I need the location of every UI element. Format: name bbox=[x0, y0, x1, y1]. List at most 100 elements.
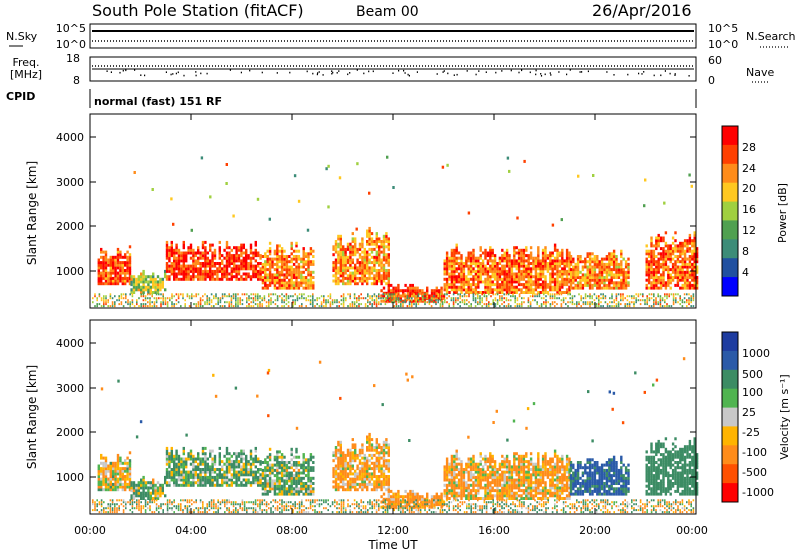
velocity-echo-cell bbox=[189, 457, 193, 461]
power-echo-cell bbox=[349, 245, 352, 249]
power-echo-cell bbox=[450, 264, 454, 268]
power-noise-cell bbox=[613, 301, 615, 304]
power-echo-cell bbox=[532, 288, 535, 292]
power-echo-cell bbox=[128, 266, 132, 270]
power-echo-cell bbox=[588, 278, 592, 282]
velocity-echo-cell bbox=[252, 470, 255, 474]
power-echo-cell bbox=[165, 243, 169, 247]
velocity-echo-cell bbox=[237, 475, 241, 479]
power-echo-cell bbox=[443, 272, 446, 276]
velocity-echo-cell bbox=[156, 489, 160, 493]
velocity-echo-cell bbox=[189, 483, 193, 487]
velocity-echo-cell bbox=[204, 452, 207, 456]
power-echo-cell bbox=[225, 254, 229, 258]
power-noise-cell bbox=[224, 295, 226, 298]
power-noise-cell bbox=[285, 299, 288, 302]
power-noise-cell bbox=[441, 297, 444, 300]
power-echo-cell bbox=[486, 262, 490, 265]
power-echo-cell bbox=[382, 276, 386, 280]
power-noise-cell bbox=[111, 303, 114, 306]
power-noise-cell bbox=[287, 295, 290, 298]
power-echo-cell bbox=[445, 264, 449, 268]
velocity-echo-cell bbox=[295, 471, 298, 475]
freq-point bbox=[549, 72, 551, 74]
power-noise-cell bbox=[369, 301, 371, 304]
power-echo-cell bbox=[349, 263, 352, 267]
power-echo-cell bbox=[667, 257, 670, 261]
power-echo-cell bbox=[370, 266, 374, 270]
power-echo-cell bbox=[285, 262, 289, 266]
velocity-echo-cell bbox=[245, 462, 248, 466]
power-echo-cell bbox=[170, 251, 173, 255]
velocity-echo-cell bbox=[124, 469, 127, 473]
power-noise-cell bbox=[655, 303, 657, 306]
power-noise-cell bbox=[573, 303, 576, 306]
power-echo-cell bbox=[109, 276, 112, 280]
velocity-echo-cell bbox=[180, 475, 183, 479]
power-echo-cell bbox=[669, 281, 672, 285]
power-echo-cell bbox=[481, 264, 485, 268]
power-echo-cell bbox=[505, 272, 509, 276]
power-echo-cell bbox=[290, 247, 293, 251]
power-noise-cell bbox=[411, 305, 413, 308]
power-echo-cell bbox=[266, 273, 269, 277]
date-label: 26/Apr/2016 bbox=[592, 1, 692, 20]
power-echo-cell bbox=[290, 270, 293, 274]
velocity-echo-cell bbox=[290, 471, 293, 475]
power-echo-cell bbox=[650, 262, 653, 266]
power-echo-cell bbox=[363, 269, 366, 272]
power-echo-cell bbox=[112, 255, 115, 259]
power-noise-cell bbox=[228, 305, 230, 308]
velocity-echo-cell bbox=[175, 483, 178, 487]
velocity-echo-cell bbox=[339, 475, 342, 478]
velocity-echo-cell bbox=[237, 483, 241, 487]
velocity-echo-cell bbox=[114, 480, 117, 484]
power-noise-cell bbox=[681, 299, 684, 302]
power-noise-cell bbox=[246, 293, 248, 296]
power-echo-cell bbox=[247, 264, 250, 268]
power-echo-cell bbox=[515, 277, 518, 281]
velocity-echo-cell bbox=[283, 471, 286, 475]
power-echo-cell bbox=[100, 250, 103, 254]
velocity-echo-cell bbox=[225, 473, 229, 477]
power-echo-cell bbox=[496, 267, 499, 271]
power-echo-cell bbox=[194, 269, 197, 273]
power-echo-cell bbox=[273, 257, 277, 261]
power-echo-cell bbox=[268, 260, 272, 264]
power-echo-cell bbox=[177, 248, 181, 252]
power-noise-cell bbox=[118, 299, 120, 302]
power-echo-cell bbox=[681, 249, 684, 253]
power-echo-cell bbox=[177, 267, 181, 271]
power-noise-cell bbox=[360, 293, 362, 296]
power-echo-cell bbox=[266, 257, 269, 261]
power-echo-cell bbox=[161, 285, 164, 289]
power-noise-cell bbox=[545, 305, 547, 308]
power-noise-cell bbox=[294, 293, 296, 296]
power-echo-cell bbox=[135, 280, 138, 284]
power-echo-cell bbox=[501, 269, 504, 273]
power-echo-cell bbox=[620, 278, 623, 282]
power-echo-cell bbox=[339, 271, 342, 275]
power-noise-cell bbox=[215, 293, 217, 296]
velocity-echo-cell bbox=[334, 446, 338, 449]
power-echo-cell bbox=[683, 265, 687, 269]
power-echo-cell bbox=[170, 243, 173, 247]
power-echo-cell bbox=[529, 269, 533, 273]
power-echo-cell bbox=[489, 246, 492, 250]
velocity-echo-cell bbox=[276, 461, 279, 464]
power-noise-cell bbox=[395, 297, 398, 300]
power-echo-cell bbox=[474, 275, 478, 279]
power-echo-cell bbox=[462, 262, 466, 265]
power-noise-cell bbox=[309, 303, 312, 306]
power-echo-cell bbox=[647, 252, 651, 256]
power-echo-cell bbox=[450, 285, 454, 289]
power-noise-cell bbox=[661, 297, 664, 300]
velocity-echo-cell bbox=[268, 474, 272, 478]
velocity-echo-cell bbox=[199, 473, 202, 477]
power-echo-cell bbox=[149, 285, 152, 289]
power-echo-cell bbox=[462, 272, 466, 276]
power-noise-cell bbox=[228, 295, 230, 298]
power-echo-cell bbox=[140, 288, 143, 292]
freq-point bbox=[289, 71, 291, 74]
power-echo-cell bbox=[576, 262, 580, 266]
